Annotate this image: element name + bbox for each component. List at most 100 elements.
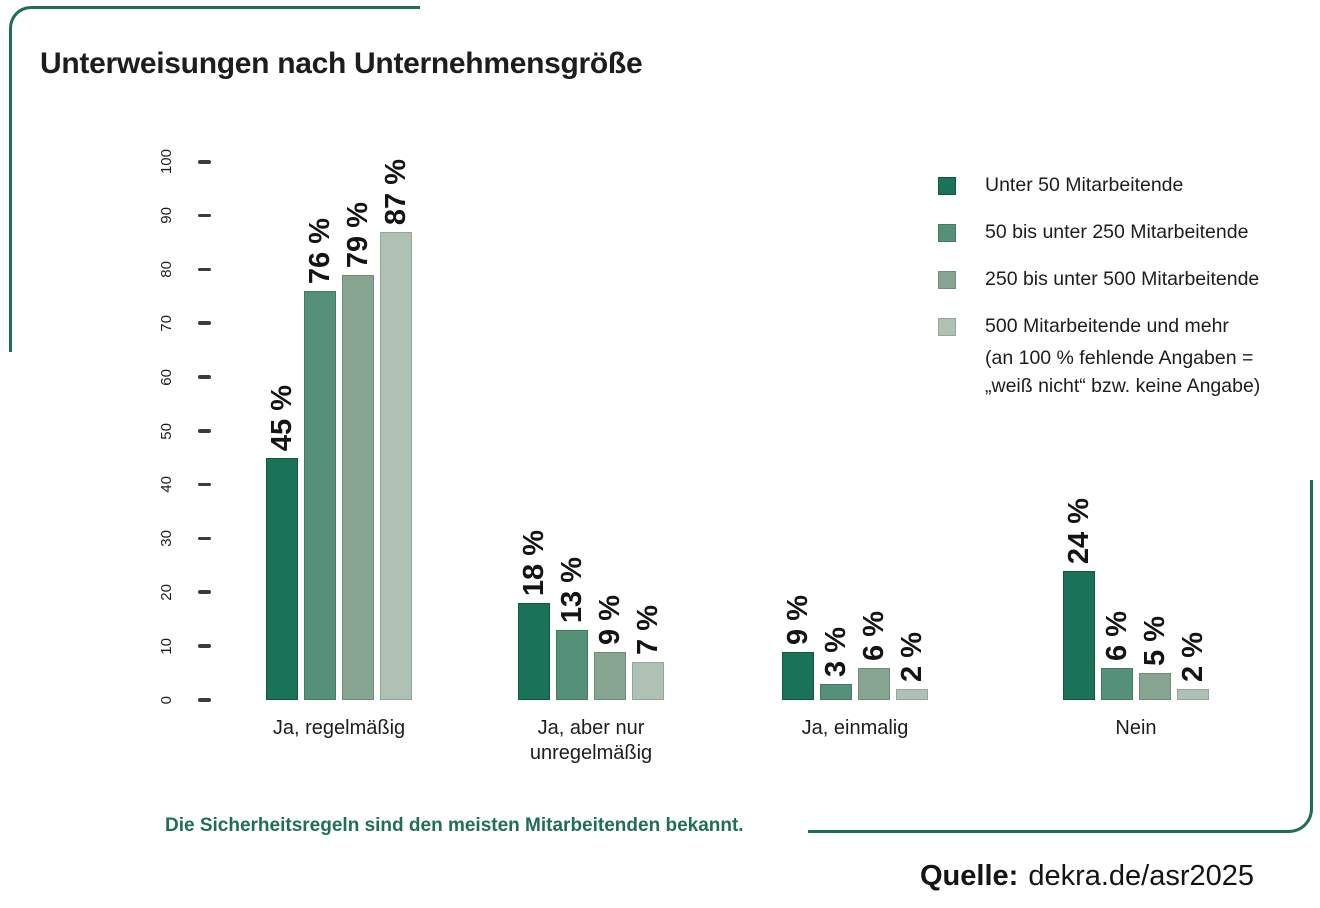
y-axis-tick xyxy=(198,213,211,218)
y-axis-tick-label: 10 xyxy=(153,624,179,668)
bar-slot: 79 % xyxy=(342,162,374,700)
bar-slot: 9 % xyxy=(594,162,626,700)
bar xyxy=(266,457,298,700)
bar xyxy=(594,651,626,700)
y-axis-tick xyxy=(198,698,211,702)
y-axis-tick-label: 20 xyxy=(153,570,179,614)
bar-group: 18 % 13 % 9 % 7 % xyxy=(518,162,664,700)
y-axis-tick xyxy=(198,160,211,164)
y-axis-tick-value: 10 xyxy=(157,637,175,655)
y-axis-tick-label: 30 xyxy=(153,517,179,561)
legend: Unter 50 Mitarbeitende 50 bis unter 250 M… xyxy=(938,174,1259,338)
bar-value-label: 6 % xyxy=(1100,610,1133,661)
bar-value-label: 24 % xyxy=(1062,497,1095,564)
y-axis-tick xyxy=(198,375,211,379)
legend-label: 500 Mitarbeitende und mehr xyxy=(985,315,1229,337)
bar-value-label: 9 % xyxy=(781,594,814,645)
takeaway-text: Die Sicherheitsregeln sind den meisten M… xyxy=(165,815,744,836)
legend-label: 50 bis unter 250 Mitarbeitende xyxy=(985,221,1249,243)
y-axis-tick-value: 20 xyxy=(157,584,175,601)
y-axis-tick xyxy=(198,267,211,272)
source-label: Quelle: xyxy=(920,860,1019,892)
bar-value-label: 79 % xyxy=(341,201,374,268)
bar-slot: 3 % xyxy=(820,162,852,700)
decor-top-left-border xyxy=(9,6,420,352)
x-category-label: Ja, aber nur unregelmäßig xyxy=(529,717,653,764)
y-axis-tick-value: 50 xyxy=(157,422,175,440)
y-axis-tick-label: 0 xyxy=(153,678,179,722)
bar-value-label: 3 % xyxy=(819,626,852,677)
bar-slot: 7 % xyxy=(632,162,664,700)
legend-item: 250 bis unter 500 Mitarbeitende xyxy=(938,268,1259,291)
bar xyxy=(556,630,588,700)
source-value: dekra.de/asr2025 xyxy=(1028,860,1255,892)
y-axis-tick xyxy=(198,536,211,541)
y-axis-tick xyxy=(198,321,211,325)
y-axis-tick-label: 70 xyxy=(153,301,179,345)
legend-label: 250 bis unter 500 Mitarbeitende xyxy=(985,268,1260,290)
source-line: Quelle: dekra.de/asr2025 xyxy=(920,860,1254,893)
y-axis-tick-value: 90 xyxy=(157,207,175,225)
bar-value-label: 87 % xyxy=(379,158,412,225)
y-axis-tick-label: 60 xyxy=(153,355,179,399)
x-category-label: Nein xyxy=(1115,717,1157,739)
page-title: Unterweisungen nach Unternehmensgröße xyxy=(40,47,643,80)
legend-note: (an 100 % fehlende Angaben = „weiß nicht… xyxy=(985,344,1260,400)
y-axis-tick-label: 100 xyxy=(153,140,179,184)
bar-value-label: 5 % xyxy=(1138,616,1171,667)
y-axis-tick-label: 80 xyxy=(153,248,179,292)
bar-value-label: 6 % xyxy=(857,610,890,661)
y-axis-tick-value: 30 xyxy=(157,530,175,547)
bar xyxy=(1063,570,1095,700)
bar-slot: 6 % xyxy=(858,162,890,700)
bar-chart: 0 10 20 30 40 50 60 70 80 90 100 45 % 76 % 79 % 87 % Ja… xyxy=(0,149,1320,764)
bar-slot: 18 % xyxy=(518,162,550,700)
bar-slot: 87 % xyxy=(379,158,412,700)
bar xyxy=(518,603,550,700)
bar-slot: 76 % xyxy=(304,162,336,700)
legend-swatch xyxy=(938,317,956,336)
bar-slot: 2 % xyxy=(896,162,928,700)
bar-slot: 24 % xyxy=(1063,162,1095,700)
bar xyxy=(380,231,412,700)
bar-group: 45 % 76 % 79 % 87 % xyxy=(265,158,412,700)
y-axis-tick xyxy=(198,590,211,594)
y-axis-tick-value: 60 xyxy=(157,368,175,386)
y-axis-tick-value: 70 xyxy=(157,315,175,332)
legend-swatch xyxy=(938,223,956,242)
x-category-label: Ja, einmalig xyxy=(801,717,909,739)
legend-item: 50 bis unter 250 Mitarbeitende xyxy=(938,221,1259,244)
y-axis-tick-label: 50 xyxy=(153,409,179,453)
bar-slot: 5 % xyxy=(1139,162,1171,700)
y-axis-tick xyxy=(198,644,211,648)
bar-slot: 9 % xyxy=(782,162,814,700)
bar-slot: 13 % xyxy=(556,162,588,700)
y-axis-tick xyxy=(198,429,211,433)
bar-value-label: 9 % xyxy=(593,594,626,645)
legend-item: Unter 50 Mitarbeitende xyxy=(938,174,1259,197)
y-axis-tick-value: 80 xyxy=(157,261,175,278)
bar-slot: 2 % xyxy=(1177,162,1209,700)
bar xyxy=(896,689,928,700)
y-axis-tick-value: 100 xyxy=(157,149,175,175)
bar xyxy=(1139,673,1171,700)
bar-group: 24 % 6 % 5 % 2 % xyxy=(1063,162,1209,700)
bar-value-label: 13 % xyxy=(555,556,588,624)
bar xyxy=(304,291,336,700)
bar xyxy=(1101,667,1133,700)
legend-item: 500 Mitarbeitende und mehr xyxy=(938,315,1259,338)
bar xyxy=(342,274,374,700)
legend-note-line1: (an 100 % fehlende Angaben = xyxy=(985,347,1254,369)
bar-value-label: 2 % xyxy=(1176,632,1209,683)
bar-value-label: 18 % xyxy=(517,530,550,597)
y-axis-tick xyxy=(198,482,211,487)
bar-value-label: 45 % xyxy=(265,384,298,451)
bar-value-label: 76 % xyxy=(303,218,336,285)
bar-value-label: 2 % xyxy=(895,632,928,683)
bar xyxy=(858,667,890,700)
bar xyxy=(820,683,852,700)
bar-group: 9 % 3 % 6 % 2 % xyxy=(782,162,928,700)
bar xyxy=(782,651,814,700)
bar-value-label: 7 % xyxy=(631,605,664,656)
